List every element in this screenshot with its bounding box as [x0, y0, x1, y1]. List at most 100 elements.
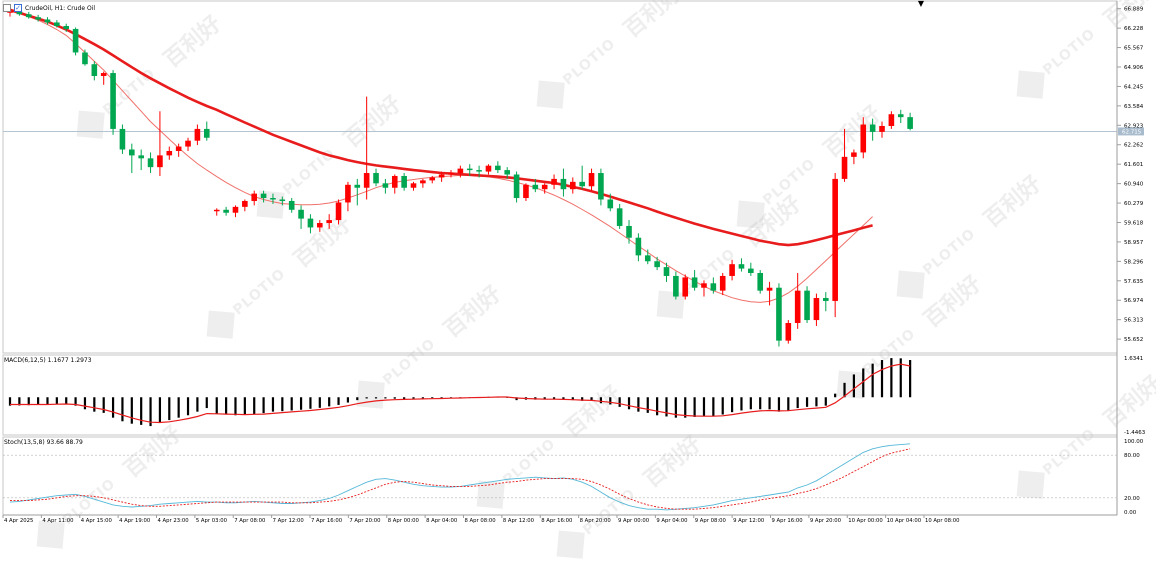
candle-body [391, 175, 398, 188]
candle-body [147, 158, 154, 168]
macd-bar [243, 397, 246, 415]
macd-bar [346, 397, 350, 403]
price-tick-label: 57.635 [1124, 279, 1144, 285]
macd-label: MACD(6,12,5) 1.1677 1.2973 [4, 357, 92, 364]
macd-bar [196, 397, 199, 412]
candle-body [429, 177, 436, 181]
macd-bar [843, 382, 846, 398]
candle-body [354, 184, 361, 188]
macd-axis: 1.6341 -1.4463 [1124, 356, 1146, 436]
macd-bar [637, 397, 640, 412]
price-tick-label: 66.228 [1124, 26, 1144, 32]
macd-bar [674, 397, 677, 418]
candle-body [748, 268, 754, 274]
price-tick-label: 56.974 [1124, 298, 1144, 304]
macd-bar [149, 397, 152, 427]
candle-body [270, 198, 276, 200]
macd-bar [712, 397, 715, 416]
stoch-axis: 100.00 80.00 20.00 0.00 [1124, 439, 1144, 516]
candle-body [738, 264, 745, 269]
macd-bar [796, 397, 799, 409]
macd-bar [121, 397, 124, 422]
macd-bar [730, 397, 734, 413]
stoch-tick-label: 80.00 [1124, 453, 1140, 459]
time-tick-label: 7 Apr 12:00 [273, 518, 305, 524]
time-tick-label: 10 Apr 00:00 [848, 518, 883, 524]
stoch-signal-line [10, 448, 911, 510]
chart-canvas[interactable]: 66.889 66.228 65.567 64.906 64.245 63.584 62.9… [0, 0, 1156, 534]
macd-bar [356, 397, 359, 401]
candle-body [138, 155, 144, 159]
price-tick-label: 56.313 [1124, 318, 1144, 324]
macd-bar [759, 397, 762, 410]
candle-body [307, 218, 314, 228]
macd-bar [328, 397, 331, 407]
macd-indicator [8, 358, 912, 427]
price-axis: 66.889 66.228 65.567 64.906 64.245 63.584 62.9… [1117, 7, 1144, 343]
price-tick-label: 59.618 [1124, 220, 1144, 226]
macd-bar [627, 397, 631, 410]
macd-bar [318, 397, 321, 408]
macd-signal-line [10, 363, 911, 424]
chart-menu-icon[interactable] [3, 4, 11, 12]
candle-body [288, 200, 295, 210]
candle-body [63, 25, 70, 29]
candle-body [25, 14, 32, 18]
macd-bar [234, 397, 237, 416]
candle-body [710, 283, 717, 291]
candle-body [663, 267, 670, 276]
macd-bar [93, 397, 96, 412]
candle-body [185, 140, 191, 147]
candle-body [794, 290, 801, 324]
candle-body [448, 173, 454, 175]
macd-bar [365, 397, 368, 399]
macd-bar [186, 397, 190, 416]
candle-body [897, 114, 904, 118]
candle-body [907, 117, 913, 129]
candle-body [860, 124, 867, 153]
candle-body [635, 237, 642, 256]
price-tick-label: 62.923 [1124, 123, 1144, 129]
macd-bar [543, 397, 546, 400]
candle-body [532, 184, 539, 190]
macd-bar [393, 397, 396, 399]
candle-body [213, 209, 220, 212]
macd-bar [205, 397, 208, 409]
time-tick-label: 4 Apr 19:00 [119, 518, 151, 524]
macd-bar [412, 397, 415, 399]
macd-bar [590, 397, 593, 401]
candle-body [560, 178, 567, 190]
candle-body [16, 11, 23, 15]
macd-bar [111, 397, 115, 418]
candle-body [785, 323, 792, 341]
macd-bar [665, 397, 668, 417]
checkbox-icon[interactable]: ✓ [14, 3, 22, 12]
candle-body [513, 174, 520, 199]
candle-body [729, 264, 735, 276]
time-tick-label: 8 Apr 00:00 [388, 518, 420, 524]
candle-body [523, 184, 529, 199]
macd-bar [909, 360, 912, 398]
macd-bar [552, 397, 556, 400]
macd-bar [862, 368, 865, 398]
macd-bar [693, 397, 696, 417]
macd-bar [253, 397, 256, 415]
time-tick-label: 4 Apr 23:00 [158, 518, 190, 524]
macd-bar [309, 397, 312, 409]
time-tick-label: 7 Apr 16:00 [311, 518, 343, 524]
candle-body [551, 178, 557, 185]
candle-body [841, 156, 848, 179]
candle-body [570, 181, 576, 190]
macd-bar [290, 397, 293, 411]
time-tick-label: 9 Apr 20:00 [810, 518, 842, 524]
chart-title-bar: ✓ CrudeOil, H1: Crude Oil [3, 3, 95, 13]
candle-body [72, 28, 79, 53]
macd-bar [852, 374, 855, 398]
macd-bar [37, 397, 40, 405]
candle-body [485, 165, 492, 172]
candle-body [541, 184, 548, 190]
candle-body [654, 261, 660, 268]
candle-body [504, 170, 511, 175]
macd-bar [777, 397, 781, 412]
time-tick-label: 8 Apr 20:00 [580, 518, 612, 524]
